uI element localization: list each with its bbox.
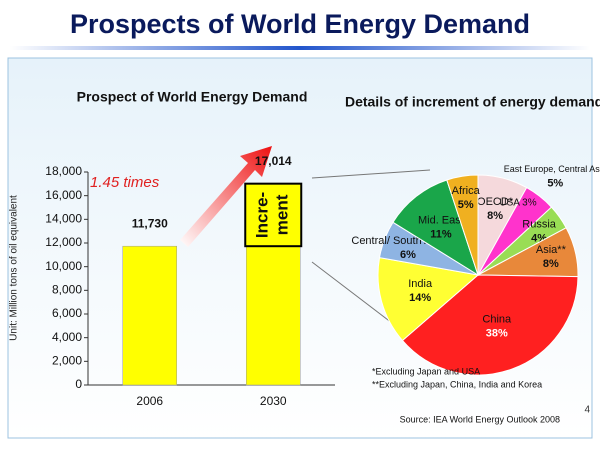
y-tick-label: 8,000 <box>52 283 82 297</box>
pie-slice <box>377 257 480 342</box>
growth-annotation: 1.45 times <box>90 174 160 191</box>
slice-name: Mid. East <box>418 215 464 227</box>
page-number: 4 <box>584 405 590 416</box>
pie-annotation: USA 3% <box>499 198 536 209</box>
slice-value: 8% <box>487 210 503 222</box>
slice-name: Russia <box>522 218 557 230</box>
growth-arrow <box>180 146 272 247</box>
slide-title: Prospects of World Energy Demand <box>70 9 530 39</box>
pie-title: Details of increment of energy demands <box>345 94 600 110</box>
y-tick-label: 12,000 <box>45 235 82 249</box>
title-rule <box>10 46 590 50</box>
pie-slice <box>392 179 479 277</box>
y-tick-label: 14,000 <box>45 212 82 226</box>
y-tick-label: 10,000 <box>45 259 82 273</box>
pie-slice <box>446 174 479 276</box>
pie-slice <box>401 274 579 376</box>
x-tick-label: 2030 <box>260 394 287 408</box>
source: Source: IEA World Energy Outlook 2008 <box>400 414 560 424</box>
footnote: *Excluding Japan and USA <box>372 366 480 376</box>
increment-label-line: Incre- <box>253 192 272 238</box>
slice-name: East Europe, Central Asia <box>504 164 600 174</box>
slice-value: 14% <box>409 292 431 304</box>
x-tick-label: 2006 <box>136 394 163 408</box>
slice-name: Africa <box>452 185 481 197</box>
value-label: 11,730 <box>132 216 168 230</box>
bar <box>122 245 177 386</box>
slice-name: India <box>408 278 433 290</box>
connector <box>311 169 431 179</box>
slice-name: OECD* <box>477 196 514 208</box>
y-tick-label: 2,000 <box>52 354 82 368</box>
y-tick-label: 16,000 <box>45 188 82 202</box>
y-axis-label: Unit: Million tons of oil equivalent <box>9 195 20 341</box>
slice-value: 8% <box>543 258 559 270</box>
slice-name: Asia** <box>536 244 567 256</box>
y-tick-label: 18,000 <box>45 164 82 178</box>
slice-value: 6% <box>400 249 416 261</box>
increment-label: Incre-ment <box>253 192 292 238</box>
increment-box <box>244 182 303 248</box>
increment-label-line: ment <box>273 194 292 235</box>
slice-value: 11% <box>430 229 452 241</box>
y-tick-label: 6,000 <box>52 306 82 320</box>
bar-title: Prospect of World Energy Demand <box>77 89 308 105</box>
slice-value: 5% <box>458 199 474 211</box>
value-label: 17,014 <box>255 154 292 168</box>
y-tick-label: 0 <box>75 377 82 391</box>
slice-value: 5% <box>547 178 563 190</box>
y-tick-label: 4,000 <box>52 330 82 344</box>
footnote: **Excluding Japan, China, India and Kore… <box>372 379 542 389</box>
slice-value: 38% <box>486 328 508 340</box>
slice-name: China <box>482 314 512 326</box>
